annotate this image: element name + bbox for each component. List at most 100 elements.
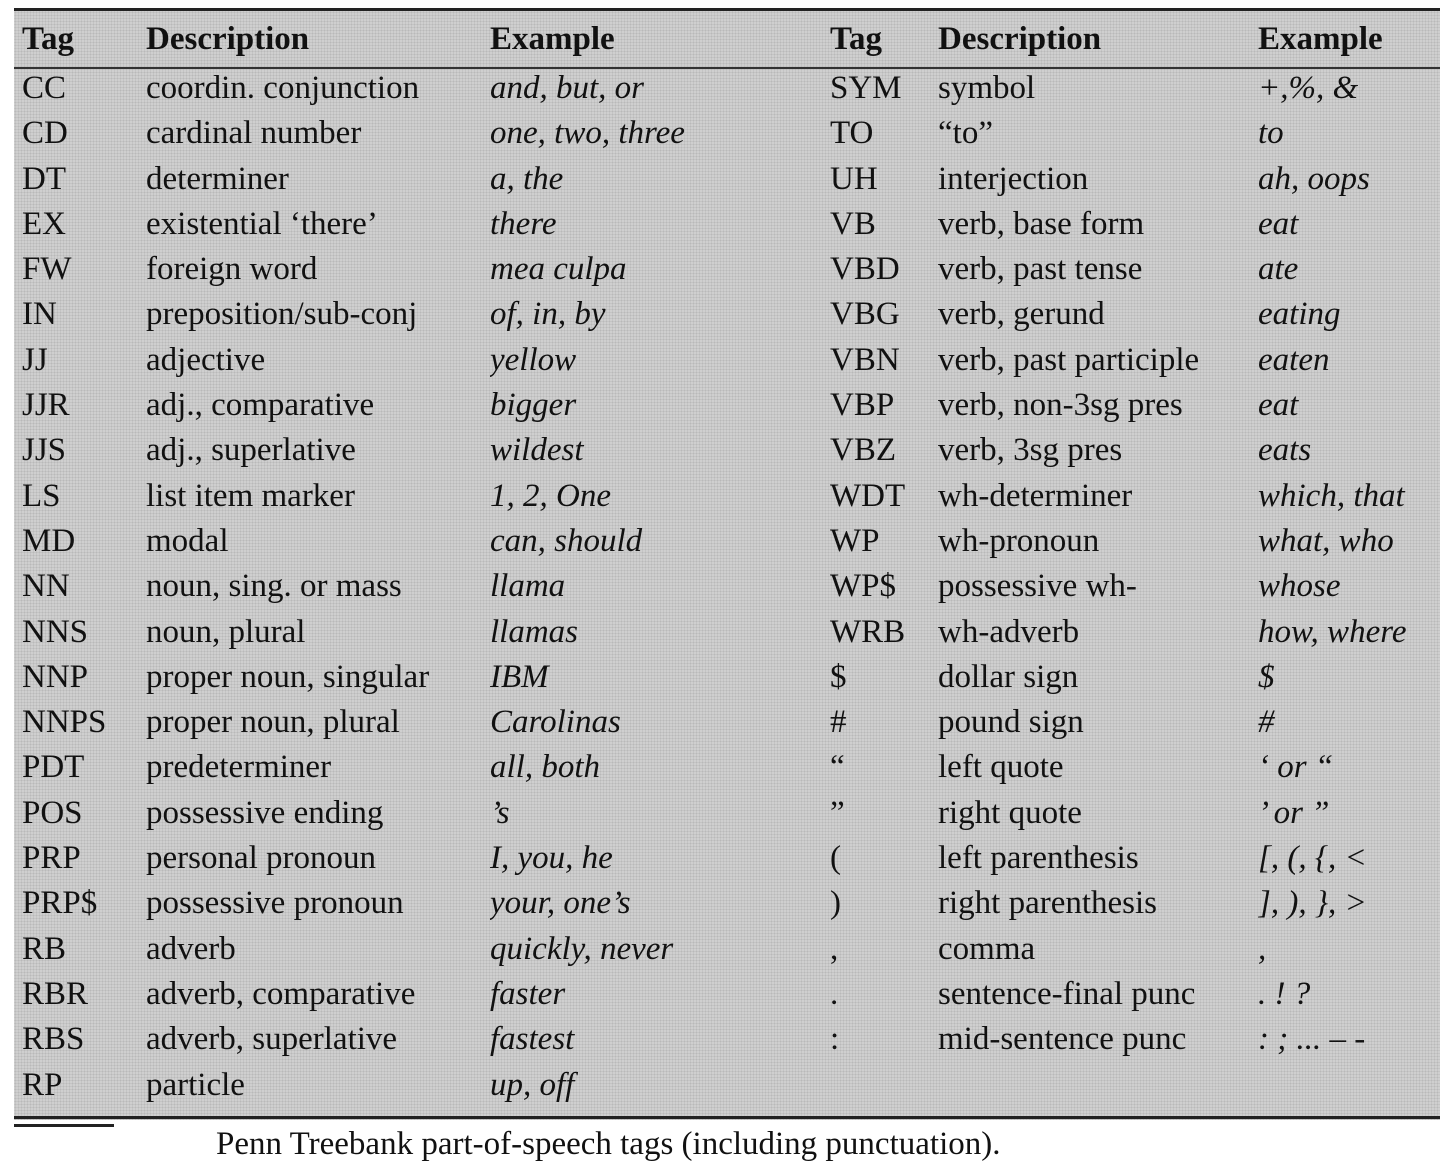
cell-tag: RBR [22,975,89,1012]
table-row: MD modal can, should WP wh-pronoun what, who [22,519,1438,564]
cell-tag-2: WDT [830,477,906,514]
table-caption: Penn Treebank part-of-speech tags (inclu… [216,1126,1001,1162]
cell-example-2: eats [1258,432,1312,469]
cell-description: noun, sing. or mass [146,568,402,605]
header-example-2: Example [1258,21,1383,57]
cell-tag-2: ” [830,794,845,831]
cell-example: your, one’s [490,885,631,922]
cell-tag-2: ( [830,840,841,877]
cell-description: adverb, comparative [146,975,416,1012]
cell-example: I, you, he [490,840,613,877]
cell-tag: MD [22,522,76,559]
cell-description-2: wh-determiner [938,477,1133,514]
table-row: CD cardinal number one, two, three TO “to” to [22,111,1438,156]
cell-description-2: verb, 3sg pres [938,432,1123,469]
header-rule [14,67,1440,69]
cell-tag: RP [22,1066,63,1103]
cell-tag: NNP [22,658,89,695]
cell-description-2: possessive wh- [938,568,1137,605]
cell-tag: NN [22,568,70,605]
cell-example: llama [490,568,566,605]
cell-description-2: “to” [938,115,993,152]
cell-tag: JJR [22,387,70,424]
cell-tag-2: VBP [830,387,895,424]
cell-example-2: $ [1258,658,1275,695]
cell-tag: NNPS [22,704,107,741]
cell-example-2: [, (, {, < [1258,840,1367,877]
cell-example: fastest [490,1021,575,1058]
cell-example: 1, 2, One [490,477,611,514]
cell-description: adverb, superlative [146,1021,398,1058]
cell-tag-2: VB [830,205,876,242]
cell-example-2: eating [1258,296,1341,333]
cell-example: all, both [490,749,601,786]
cell-example-2: ah, oops [1258,160,1370,197]
cell-description: foreign word [146,251,318,288]
cell-description: adjective [146,341,266,378]
cell-description: noun, plural [146,613,306,650]
cell-tag-2: SYM [830,70,902,106]
cell-example: of, in, by [490,296,606,333]
cell-description-2: verb, gerund [938,296,1105,333]
table-row: PRP personal pronoun I, you, he (left paren… [22,836,1438,881]
caption-stub-rule [14,1124,114,1127]
bottom-rule [14,1116,1440,1119]
cell-example: bigger [490,387,577,424]
cell-description: personal pronoun [146,840,377,877]
cell-tag-2: ) [830,885,841,922]
table-row: RBR adverb, comparative faster. sentence-fi… [22,972,1438,1017]
cell-description: predeterminer [146,749,332,786]
cell-description-2: wh-adverb [938,613,1080,650]
cell-description: cardinal number [146,115,362,152]
cell-example-2: +,%, & [1258,70,1359,106]
cell-tag: FW [22,251,72,288]
cell-example: a, the [490,160,564,197]
cell-tag-2: : [830,1021,840,1058]
header-description-2: Description [938,21,1102,57]
cell-description: modal [146,522,229,559]
table-row: PDT predeterminer all, both “ left quote ‘ or… [22,745,1438,790]
table-header-row: Tag Description Example Tag Description … [22,12,1438,66]
cell-example-2: eaten [1258,341,1330,378]
cell-example: can, should [490,522,643,559]
cell-tag: POS [22,794,83,831]
table-row: JJS adj., superlative wildest VBZ verb, 3sg … [22,428,1438,473]
cell-description-2: interjection [938,160,1089,197]
cell-tag-2: VBD [830,251,900,288]
cell-tag-2: WP$ [830,568,896,605]
table-row: NN noun, sing. or mass llama WP$ possessive … [22,564,1438,609]
cell-description-2: mid-sentence punc [938,1021,1187,1058]
cell-description-2: right parenthesis [938,885,1158,922]
cell-description-2: verb, base form [938,205,1145,242]
cell-description: list item marker [146,477,355,514]
top-rule [14,8,1440,11]
cell-example: yellow [490,341,577,378]
cell-example-2: which, that [1258,477,1405,514]
cell-example-2 [1258,1063,1438,1108]
cell-description-2 [938,1063,1258,1108]
cell-example: IBM [490,658,549,695]
cell-description-2: wh-pronoun [938,522,1100,559]
cell-description: possessive pronoun [146,885,404,922]
table-row: EX existential ‘there’ there VB verb, base f… [22,202,1438,247]
cell-example: up, off [490,1066,575,1103]
header-tag-2: Tag [830,21,882,57]
header-description: Description [146,21,310,57]
cell-tag-2: UH [830,160,878,197]
cell-tag: DT [22,160,66,197]
table-row: NNP proper noun, singular IBM $ dollar sign $ [22,655,1438,700]
cell-tag: NNS [22,613,89,650]
cell-example: faster [490,975,566,1012]
cell-tag-2: VBG [830,296,900,333]
cell-example: Carolinas [490,704,621,741]
cell-example-2: , [1258,930,1267,967]
cell-tag-2: WP [830,522,880,559]
cell-example-2: ’ or ” [1258,794,1330,831]
cell-tag: EX [22,205,66,242]
cell-tag: LS [22,477,61,514]
table-row: DT determiner a, the UH interjection ah, oops [22,157,1438,202]
table-row: POS possessive ending ’s ” right quote ’ or ” [22,791,1438,836]
cell-example-2: eat [1258,387,1299,424]
table-row: JJ adjective yellow VBN verb, past participl… [22,338,1438,383]
cell-tag-2: TO [830,115,874,152]
